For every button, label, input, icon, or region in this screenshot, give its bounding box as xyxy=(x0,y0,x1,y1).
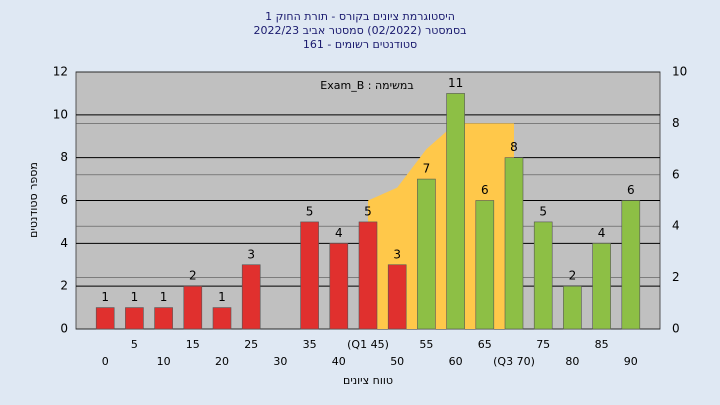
x-tick-label: 15 xyxy=(186,338,200,351)
data-label: 4 xyxy=(335,226,343,240)
data-label: 6 xyxy=(627,183,635,197)
annotation: במשימה : Exam_B xyxy=(320,79,413,92)
x-tick-label: 85 xyxy=(595,338,609,351)
chart-subtitle: סטודנטים רשומים - 161 xyxy=(303,38,417,51)
bar xyxy=(504,157,524,330)
x-tick-label: 40 xyxy=(332,355,346,368)
x-tick-label: 30 xyxy=(273,355,287,368)
data-label: 1 xyxy=(160,290,168,304)
bar xyxy=(417,178,436,330)
y2-tick-label: 6 xyxy=(672,167,680,181)
data-label: 5 xyxy=(364,204,372,218)
x-tick-label: (Q1 45) xyxy=(347,338,389,351)
y-tick-label: 2 xyxy=(60,279,68,293)
bar xyxy=(446,93,465,330)
bar xyxy=(563,285,582,330)
x-tick-label: 60 xyxy=(449,355,463,368)
data-label: 5 xyxy=(306,204,314,218)
x-axis-label: טווח ציונים xyxy=(343,374,393,387)
data-label: 1 xyxy=(218,290,226,304)
y2-tick-label: 2 xyxy=(672,270,680,284)
x-tick-label: 20 xyxy=(215,355,229,368)
data-label: 2 xyxy=(189,269,197,283)
bar xyxy=(533,221,553,330)
bar xyxy=(125,307,144,330)
data-label: 1 xyxy=(131,290,139,304)
data-label: 8 xyxy=(510,140,518,154)
data-label: 4 xyxy=(598,226,606,240)
x-tick-label: 35 xyxy=(303,338,317,351)
data-label: 2 xyxy=(569,269,577,283)
data-label: 3 xyxy=(247,247,255,261)
y2-tick-label: 8 xyxy=(672,116,680,130)
bar xyxy=(358,221,378,330)
y-tick-label: 12 xyxy=(53,65,68,79)
bar xyxy=(592,243,611,330)
data-label: 11 xyxy=(448,76,463,90)
y2-tick-label: 10 xyxy=(672,65,687,79)
y-tick-label: 4 xyxy=(60,236,68,250)
y-tick-label: 8 xyxy=(60,150,68,164)
y2-tick-label: 0 xyxy=(672,322,680,336)
bar xyxy=(621,200,641,330)
x-tick-label: 10 xyxy=(157,355,171,368)
x-tick-label: 65 xyxy=(478,338,492,351)
bar xyxy=(387,264,407,330)
x-tick-label: 90 xyxy=(624,355,638,368)
data-label: 6 xyxy=(481,183,489,197)
data-label: 3 xyxy=(393,247,401,261)
bar xyxy=(329,243,349,330)
y2-tick-label: 4 xyxy=(672,219,680,233)
x-tick-label: 80 xyxy=(565,355,579,368)
bar xyxy=(212,307,232,330)
data-label: 7 xyxy=(423,162,431,176)
y-tick-label: 6 xyxy=(60,193,68,207)
bar xyxy=(475,200,495,330)
x-tick-label: (Q3 70) xyxy=(493,355,535,368)
x-tick-label: 5 xyxy=(131,338,138,351)
x-tick-label: 75 xyxy=(536,338,550,351)
y-tick-label: 10 xyxy=(53,107,68,121)
bar xyxy=(154,307,173,330)
x-tick-label: 50 xyxy=(390,355,404,368)
bar xyxy=(241,264,261,330)
chart-subtitle: בסמסטר (02/2022) סמסטר אביב 2022/23 xyxy=(253,24,466,37)
x-tick-label: 25 xyxy=(244,338,258,351)
bar xyxy=(300,221,319,330)
y-axis-label: מספר סטודנטים xyxy=(27,162,40,238)
x-tick-label: 0 xyxy=(102,355,109,368)
data-label: 1 xyxy=(101,290,109,304)
bar xyxy=(95,307,115,330)
y-tick-label: 0 xyxy=(60,322,68,336)
chart-title: היסטוגרמת ציונים בקורס - תורת החוק 1 xyxy=(265,10,455,23)
x-tick-label: 55 xyxy=(419,338,433,351)
data-label: 5 xyxy=(539,204,547,218)
bar xyxy=(183,285,203,330)
